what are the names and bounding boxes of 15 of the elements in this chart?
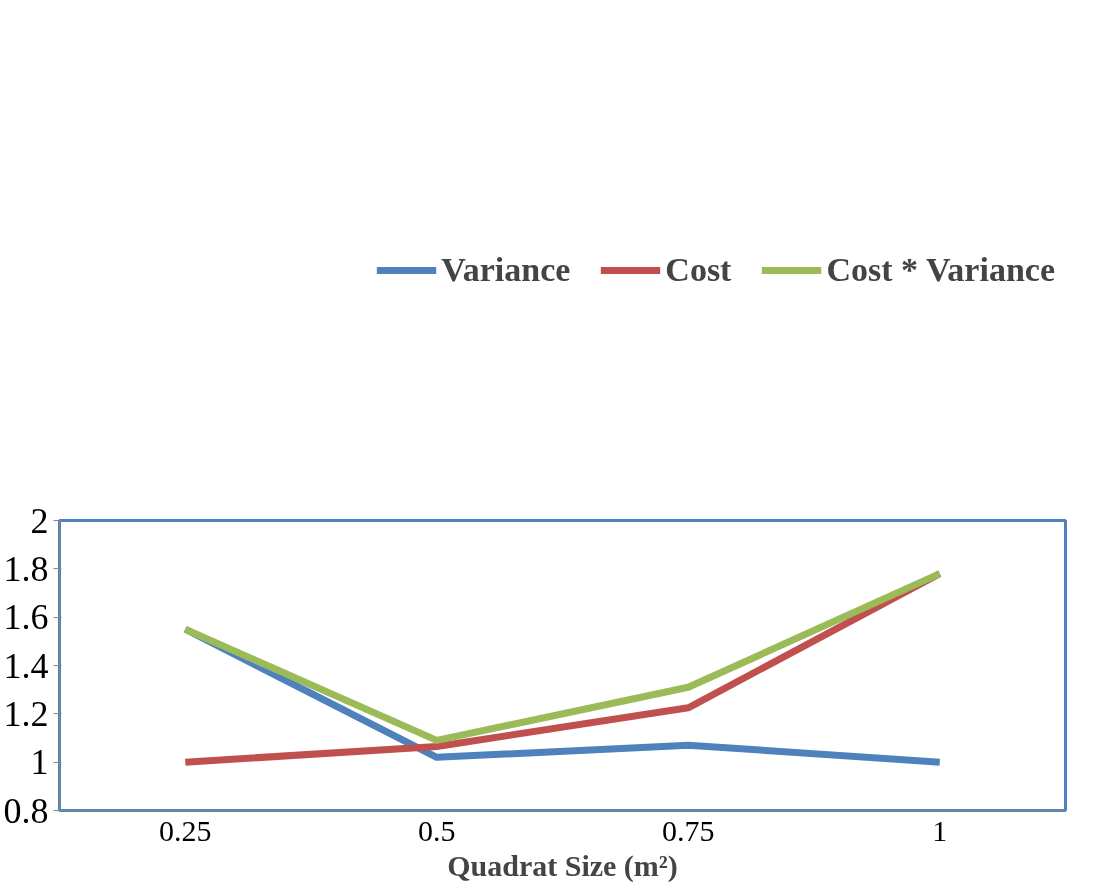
x-axis-title: Quadrat Size (m²) — [447, 848, 678, 883]
x-tick-label: 1 — [932, 813, 948, 847]
x-tick-label: 0.25 — [159, 813, 212, 847]
y-tick-label: 1.4 — [3, 645, 49, 686]
y-tick-label: 1.8 — [3, 548, 49, 589]
y-tick-label: 2 — [30, 500, 49, 541]
x-tick-label: 0.5 — [418, 813, 456, 847]
y-tick-label: 1.6 — [3, 597, 49, 638]
legend-label: Variance — [441, 251, 571, 289]
x-tick-label: 0.75 — [662, 813, 715, 847]
legend-label: Cost — [665, 251, 732, 289]
y-tick-label: 1 — [30, 742, 49, 783]
y-tick-label: 0.8 — [3, 790, 49, 831]
y-tick-label: 1.2 — [3, 693, 49, 734]
legend-label: Cost * Variance — [826, 251, 1055, 289]
